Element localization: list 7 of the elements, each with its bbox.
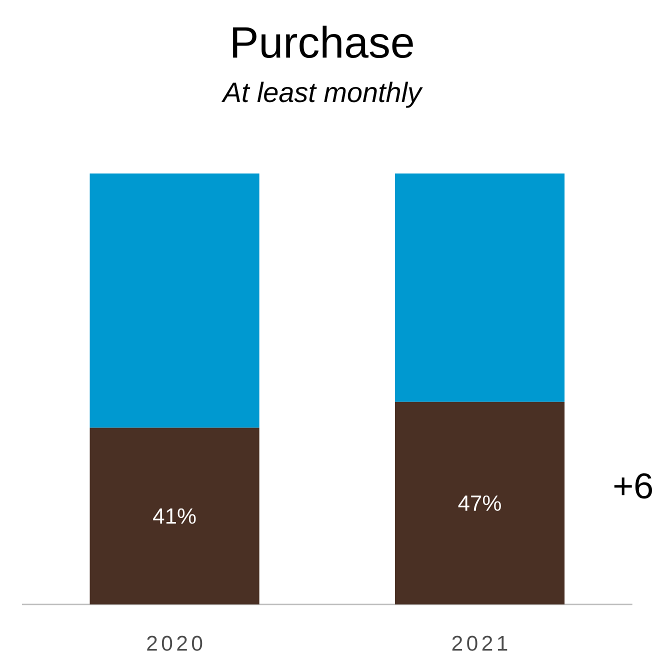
data-label: 47%	[458, 495, 501, 511]
annotation: +6	[614, 473, 652, 498]
data-label: 41%	[153, 508, 196, 524]
chart-subtitle: At least monthly	[221, 82, 423, 108]
x-tick-label: 2021	[452, 636, 508, 651]
chart-title: Purchase	[233, 26, 413, 58]
x-tick-label: 2020	[147, 636, 202, 651]
